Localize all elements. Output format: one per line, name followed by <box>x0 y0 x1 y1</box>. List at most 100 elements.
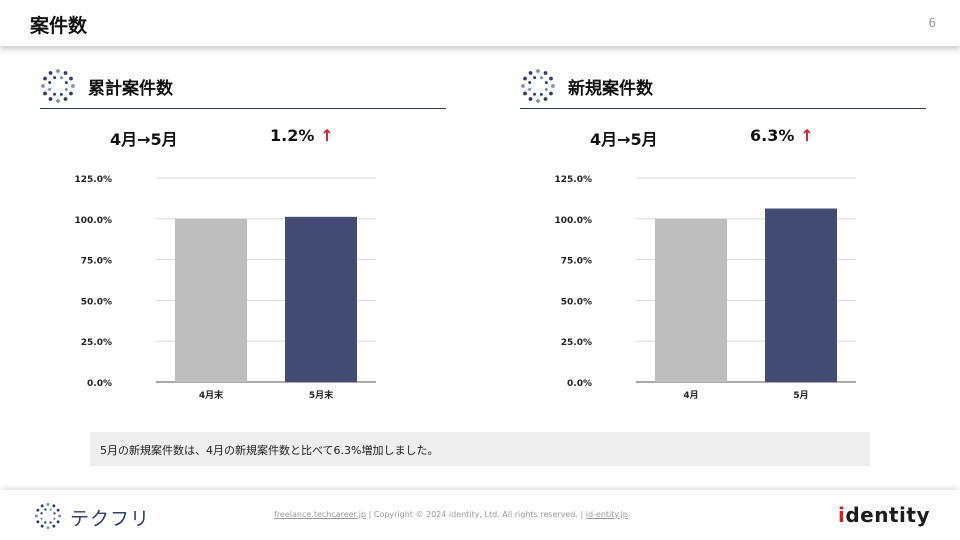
icon-dot <box>69 91 73 96</box>
icon-dot <box>36 520 40 524</box>
identity-logo-i: i <box>838 503 846 527</box>
company-link[interactable]: id-entity.jp <box>585 510 628 519</box>
icon-dot <box>40 504 44 508</box>
section-new: 新規案件数 4月→5月 6.3% ↑ 0.0% 25.0% 50.0% 75.0% 100… <box>520 60 926 401</box>
icon-dot <box>52 524 56 528</box>
techfuri-logo[interactable]: テクフリ <box>34 502 154 530</box>
icon-dot <box>64 88 68 92</box>
growth-rate: 6.3% ↑ <box>750 126 814 145</box>
icon-dot <box>64 81 68 85</box>
x-tick-label: 4月 <box>683 390 698 401</box>
growth-rate-value: 6.3% <box>750 126 795 145</box>
icon-dot <box>71 84 75 88</box>
icon-dot <box>49 521 52 524</box>
icon-dot <box>40 517 43 520</box>
y-tick-label: 0.0% <box>87 379 112 389</box>
bar-chart-new: 0.0% 25.0% 50.0% 75.0% 100.0% 125.0% 4月 5月 <box>555 175 856 401</box>
icon-dot <box>48 80 52 84</box>
icon-dot <box>528 80 532 84</box>
icon-dot <box>532 92 536 96</box>
top-bar: 案件数 6 <box>0 0 960 46</box>
icon-dot <box>544 81 548 85</box>
icon-dot <box>53 76 57 80</box>
icon-dot <box>69 76 73 81</box>
icon-dot <box>543 97 548 101</box>
icon-dot <box>543 71 548 75</box>
icon-dot <box>34 514 38 518</box>
arrow-up-icon: ↑ <box>800 126 814 145</box>
icon-dot <box>56 69 60 73</box>
bar <box>765 208 837 382</box>
section-title: 新規案件数 <box>568 79 653 99</box>
icon-dot <box>60 76 64 80</box>
growth-rate-value: 1.2% <box>270 126 315 145</box>
growth-rate: 1.2% ↑ <box>270 126 334 145</box>
section-title: 累計案件数 <box>88 79 173 99</box>
section-header: 新規案件数 <box>520 60 926 109</box>
period-label: 4月→5月 <box>110 130 178 149</box>
comparison-row: 4月→5月 6.3% ↑ <box>520 126 926 150</box>
footer-separator: | <box>368 510 372 519</box>
dotted-circle-icon <box>521 69 555 103</box>
icon-dot <box>59 92 63 96</box>
y-tick-label: 100.0% <box>75 216 113 226</box>
icon-dot <box>528 71 533 75</box>
y-tick-label: 100.0% <box>555 216 593 226</box>
y-tick-label: 125.0% <box>555 175 593 185</box>
y-tick-label: 75.0% <box>561 257 592 267</box>
y-tick-label: 25.0% <box>81 338 112 348</box>
icon-dot <box>52 504 56 508</box>
footer-separator: | <box>580 510 584 519</box>
y-tick-label: 25.0% <box>561 338 592 348</box>
icon-dot <box>48 71 53 75</box>
icon-dot <box>53 517 56 520</box>
icon-dot <box>551 84 555 88</box>
icon-dot <box>528 87 532 91</box>
icon-dot <box>63 71 68 75</box>
bar <box>285 216 357 382</box>
icon-dot <box>44 508 47 511</box>
icon-dot <box>549 91 553 96</box>
x-tick-label: 5月 <box>793 390 808 401</box>
site-link[interactable]: freelance.techcareer.jp <box>274 510 367 519</box>
x-tick-label: 4月末 <box>199 389 224 401</box>
icon-dot <box>523 76 527 81</box>
icon-dot <box>549 76 553 81</box>
y-tick-label: 75.0% <box>81 257 112 267</box>
icon-dot <box>56 99 60 103</box>
icon-dot <box>46 502 50 506</box>
icon-dot <box>43 76 47 81</box>
icon-dot <box>523 91 527 96</box>
bar-chart-cumulative: 0.0% 25.0% 50.0% 75.0% 100.0% 125.0% 4月末 5月末 <box>75 175 376 401</box>
arrow-up-icon: ↑ <box>320 126 334 145</box>
period-label: 4月→5月 <box>590 130 658 149</box>
icon-dot <box>539 92 543 96</box>
icon-dot <box>58 514 62 518</box>
icon-dot <box>533 76 537 80</box>
identity-logo[interactable]: identity <box>838 503 930 527</box>
section-cumulative: 累計案件数 4月→5月 1.2% ↑ 0.0% 25.0% 50.0% 75.0% 100… <box>40 60 446 401</box>
icon-dot <box>56 508 60 512</box>
icon-dot <box>52 92 56 96</box>
page-title: 案件数 <box>30 15 88 37</box>
icon-dot <box>63 97 68 101</box>
identity-logo-rest: dentity <box>845 503 930 527</box>
techfuri-logo-text: テクフリ <box>70 508 151 530</box>
icon-dot <box>41 84 45 88</box>
icon-dot <box>536 99 540 103</box>
section-header: 累計案件数 <box>40 60 446 109</box>
bar <box>175 218 247 382</box>
icon-dot <box>544 88 548 92</box>
bar <box>655 218 727 382</box>
icon-dot <box>40 512 43 515</box>
y-tick-label: 0.0% <box>567 379 592 389</box>
icon-dot <box>36 508 40 512</box>
page-number: 6 <box>928 16 936 30</box>
icon-dot <box>528 97 533 101</box>
copyright-text: Copyright © 2024 identity, Ltd. All righ… <box>373 510 578 519</box>
icon-dot <box>49 508 52 511</box>
y-tick-label: 125.0% <box>75 175 113 185</box>
dotted-circle-icon <box>41 69 75 103</box>
footer-copyright-line: freelance.techcareer.jp | Copyright © 20… <box>274 510 628 519</box>
icon-dot <box>40 524 44 528</box>
